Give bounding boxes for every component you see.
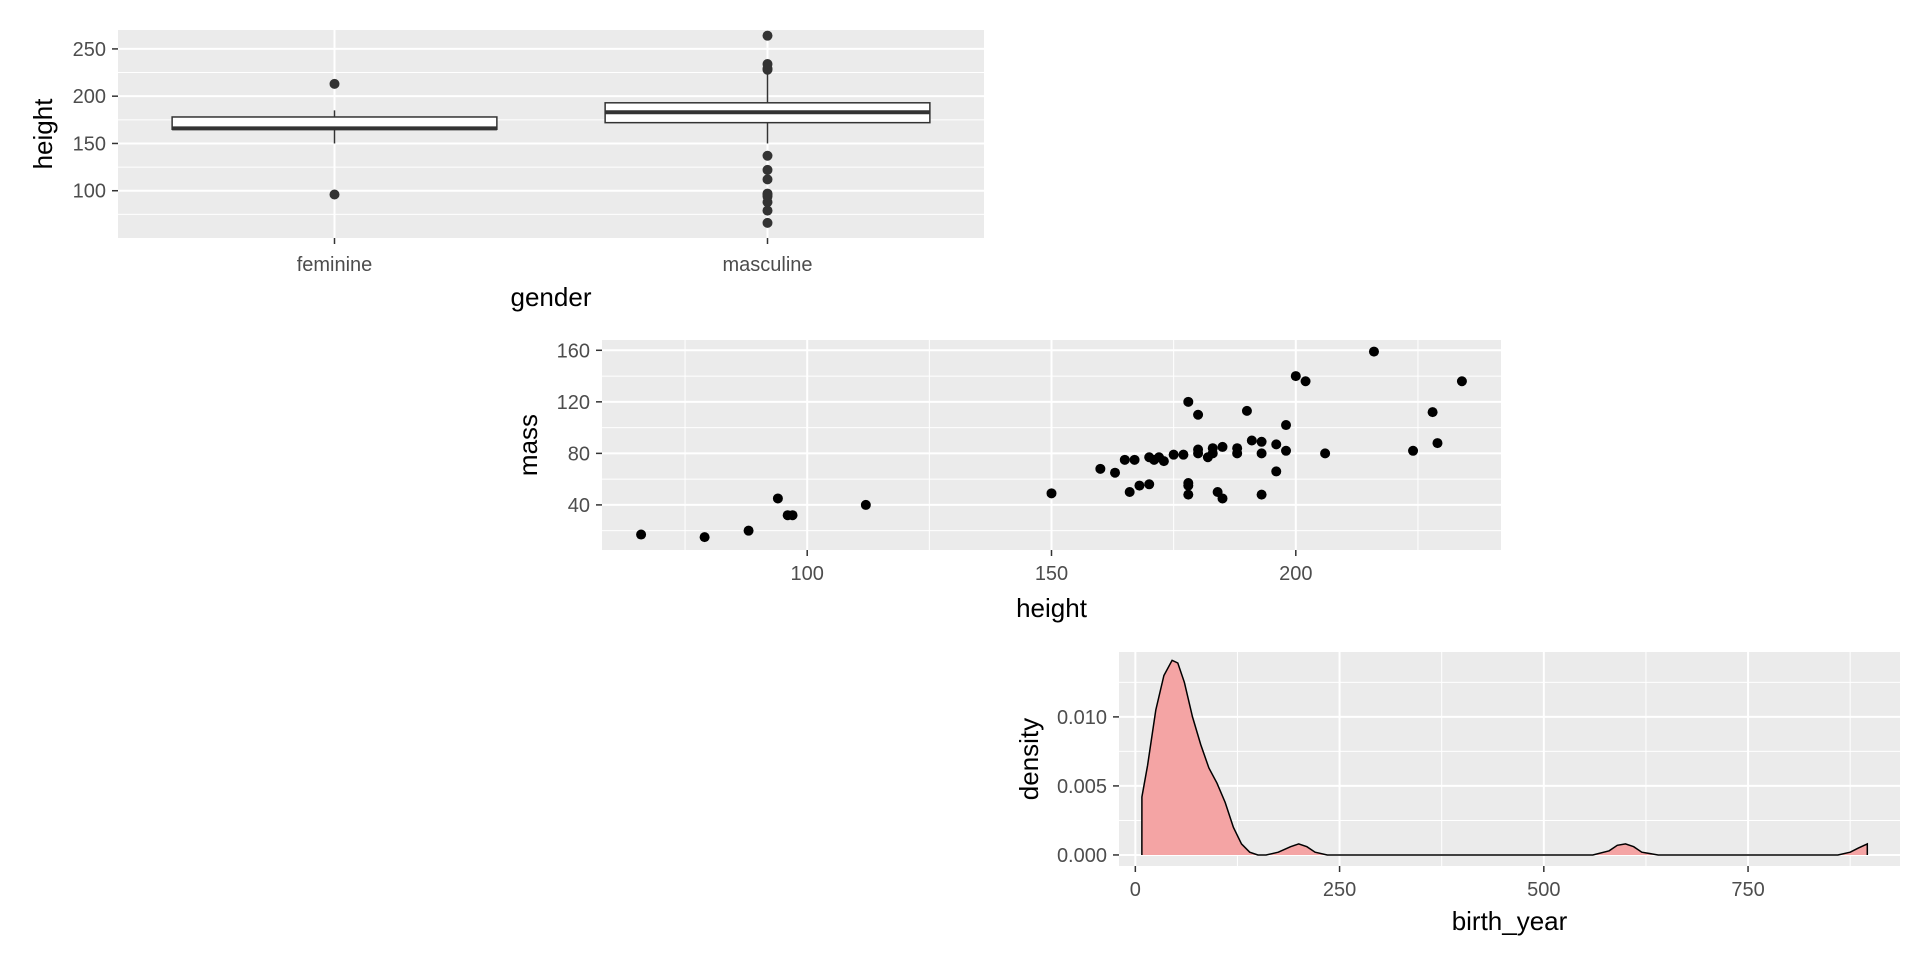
outlier-point [762,150,773,161]
scatter-point [1232,443,1243,454]
scatter-point [1110,467,1121,478]
scatter-point [1207,443,1218,454]
outlier-point [762,59,773,70]
scatter-panel: 40 80 120 160 100 150 200 height mass [513,340,1501,623]
scatter-point [1271,439,1282,450]
scatter-point [1046,488,1057,499]
outlier-point [762,188,773,199]
scatter-point [1144,479,1155,490]
scatter-point [699,532,710,543]
scatter-point [1134,480,1145,491]
scatter-point [787,510,798,521]
outlier-point [762,174,773,185]
scatter-point [1368,346,1379,357]
outlier-point [762,217,773,228]
scatter-point [1246,435,1257,446]
outlier-point [762,164,773,175]
x-tick-label: masculine [722,254,812,276]
x-axis-title: gender [511,282,592,312]
plot-background [118,30,984,238]
x-tick-label: 0 [1130,879,1141,901]
x-tick-label: 250 [1323,879,1356,901]
scatter-point [1129,454,1140,465]
scatter-point [860,499,871,510]
scatter-point [1183,478,1194,489]
scatter-point [1300,376,1311,387]
x-tick-label: 100 [791,563,824,585]
scatter-point [1256,489,1267,500]
outlier-point [762,205,773,216]
outlier-point [329,78,340,89]
density-area [1141,660,1868,855]
x-axis-title: height [1016,593,1088,623]
density-line [1141,659,1869,856]
y-tick-label: 250 [73,39,106,61]
outlier-point [329,189,340,200]
y-axis-title: mass [513,414,543,476]
y-tick-label: 0.010 [1057,707,1107,729]
scatter-point [1217,493,1228,504]
scatter-point [1320,448,1331,459]
scatter-point [1168,449,1179,460]
y-tick-label: 160 [557,340,590,362]
x-tick-label: 150 [1035,563,1068,585]
scatter-point [1281,420,1292,431]
scatter-point [1158,456,1169,467]
y-tick-label: 150 [73,133,106,155]
y-tick-label: 0.000 [1057,845,1107,867]
scatter-point [1408,445,1419,456]
y-axis-title: height [28,98,58,170]
scatter-point [636,529,647,540]
scatter-point [1290,371,1301,382]
y-tick-label: 100 [73,181,106,203]
scatter-point [743,525,754,536]
scatter-point [1193,444,1204,455]
scatter-point [1178,449,1189,460]
scatter-point [1095,463,1106,474]
y-tick-label: 200 [73,86,106,108]
x-tick-label: 200 [1279,563,1312,585]
scatter-point [1193,409,1204,420]
x-axis-title: birth_year [1452,906,1568,936]
box-masculine [604,30,931,228]
scatter-point [1119,454,1130,465]
plot-background [1119,652,1900,866]
scatter-point [1432,438,1443,449]
scatter-point [1183,489,1194,500]
boxplot-panel: 100 150 200 250 feminine masculine gender heigh… [28,30,984,312]
scatter-point [772,493,783,504]
scatter-point [1456,376,1467,387]
outlier-point [762,30,773,41]
scatter-point [1241,405,1252,416]
scatter-point [1427,407,1438,418]
scatter-point [1217,441,1228,452]
x-tick-label: feminine [297,254,373,276]
y-tick-label: 120 [557,392,590,414]
scatter-point [1281,445,1292,456]
scatter-point [1183,396,1194,407]
scatter-point [1256,448,1267,459]
y-tick-label: 80 [568,443,590,465]
box-feminine [171,78,498,200]
x-tick-label: 750 [1731,879,1764,901]
y-tick-label: 0.005 [1057,776,1107,798]
scatter-point [1124,487,1135,498]
density-panel: 0.000 0.005 0.010 0 250 500 750 birth_year densi… [1014,652,1900,936]
y-axis-title: density [1014,718,1044,800]
scatter-point [1271,466,1282,477]
scatter-point [1256,436,1267,447]
x-tick-label: 500 [1527,879,1560,901]
y-tick-label: 40 [568,495,590,517]
